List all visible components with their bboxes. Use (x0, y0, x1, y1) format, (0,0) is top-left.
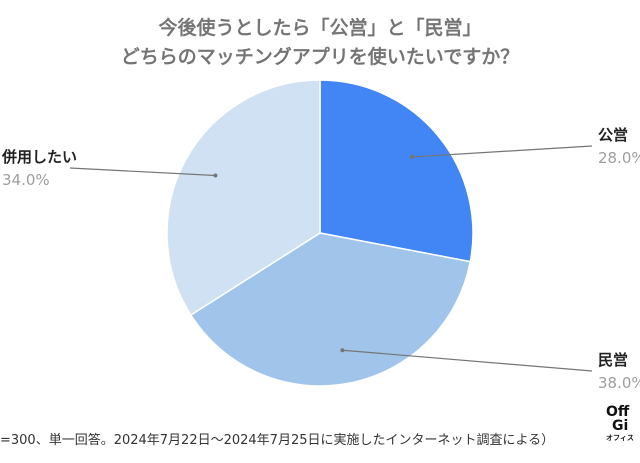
pie-slice (166, 79, 321, 317)
chart-title-line1: 今後使うとしたら「公営」と「民営」 (158, 17, 482, 39)
slice-value-label: 38.0% (598, 374, 640, 392)
slice-name-label: 公営 (598, 126, 628, 144)
logo-line1: Off (606, 405, 630, 420)
footnote: =300、単一回答。2024年7月22日〜2024年7月25日に実施したインター… (0, 433, 555, 448)
chart-title-line2: どちらのマッチングアプリを使いたいですか？ (120, 46, 520, 68)
slice-name-label: 併用したい (1, 148, 77, 166)
slice-value-label: 34.0% (2, 171, 50, 189)
pie-slice (319, 79, 474, 263)
leader-dot (409, 154, 414, 159)
pie-labels: 公営 28.0% 民営 38.0% 併用したい 34.0% (1, 126, 640, 392)
slice-value-label: 28.0% (598, 149, 640, 167)
slice-name-label: 民営 (598, 351, 628, 369)
chart-title: 今後使うとしたら「公営」と「民営」 どちらのマッチングアプリを使いたいですか？ (0, 14, 640, 72)
pie-slices (166, 79, 474, 387)
logo-line3: オフィス (606, 434, 634, 442)
office-logo: Off Gi オフィス (606, 405, 640, 455)
leader-line (342, 349, 593, 372)
leader-line (69, 167, 216, 177)
leader-dot (213, 173, 218, 178)
logo-line2: Gi (612, 418, 629, 434)
leader-line (411, 145, 593, 158)
leader-dot (340, 348, 345, 353)
